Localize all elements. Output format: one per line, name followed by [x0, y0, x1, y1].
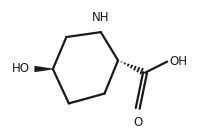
- Text: O: O: [133, 116, 142, 129]
- Text: NH: NH: [92, 10, 110, 23]
- Text: OH: OH: [170, 55, 188, 68]
- Polygon shape: [34, 66, 53, 72]
- Text: HO: HO: [11, 63, 29, 75]
